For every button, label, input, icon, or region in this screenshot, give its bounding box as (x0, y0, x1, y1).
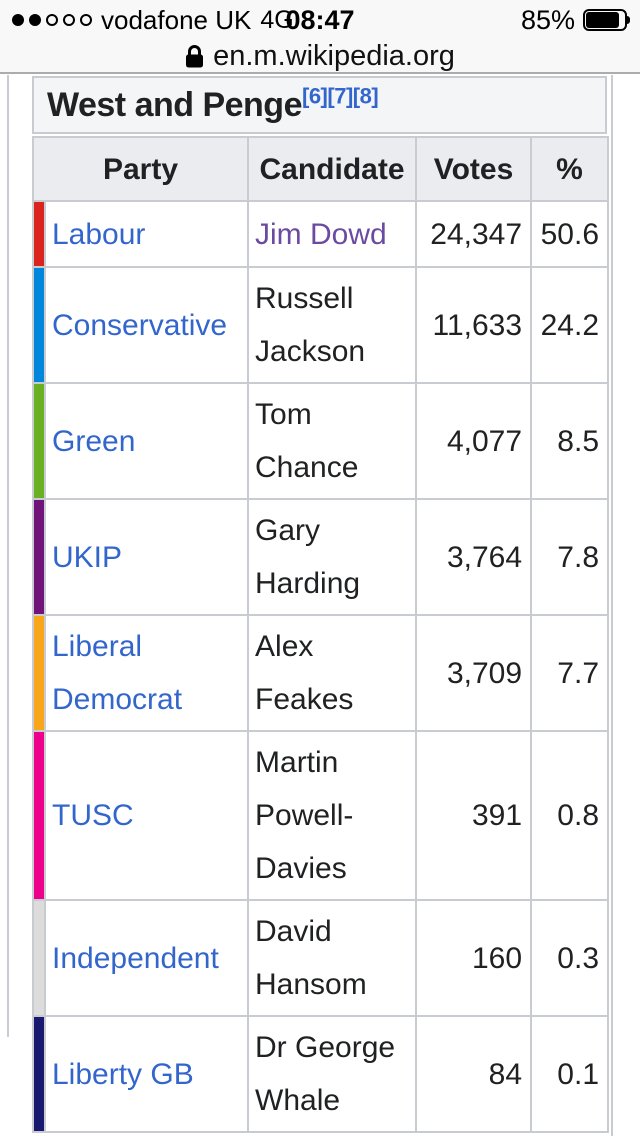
candidate-name: Martin Powell-Davies (247, 730, 418, 901)
pct-value: 0.8 (530, 730, 610, 901)
table-row: TUSC Martin Powell-Davies 391 0.8 (32, 730, 610, 901)
table-row: Independent David Hansom 160 0.3 (32, 899, 610, 1017)
pct-value: 50.6 (530, 200, 610, 268)
party-link[interactable]: Liberty GB (52, 1057, 194, 1091)
election-results-table: Party Candidate Votes % Labour Jim Dowd … (31, 136, 610, 1133)
party-color-stripe (32, 200, 46, 268)
signal-dot (63, 14, 75, 26)
header-party: Party (31, 136, 250, 202)
party-link[interactable]: UKIP (52, 540, 123, 574)
party-link[interactable]: Independent (52, 941, 219, 975)
clock-label: 08:47 (285, 4, 355, 35)
votes-value: 84 (415, 1015, 533, 1133)
party-color-stripe (32, 498, 46, 616)
reference-links: [6][7][8] (302, 83, 379, 109)
party-color-stripe (32, 266, 46, 384)
constituency-heading-box: West and Penge[6][7][8] (32, 76, 607, 134)
network-type-label: 4G (260, 5, 294, 34)
page-title: West and Penge[6][7][8] (47, 83, 379, 125)
table-row: Green Tom Chance 4,077 8.5 (32, 382, 610, 500)
battery-percent-label: 85% (520, 4, 575, 35)
header-votes: Votes (415, 136, 533, 202)
pct-value: 8.5 (530, 382, 610, 500)
signal-strength-icon (12, 14, 92, 26)
votes-value: 4,077 (415, 382, 533, 500)
candidate-name: Alex Feakes (247, 614, 418, 732)
votes-value: 160 (415, 899, 533, 1017)
constituency-name: West and Penge (47, 85, 303, 124)
pct-value: 7.7 (530, 614, 610, 732)
votes-value: 24,347 (415, 200, 533, 268)
header-candidate: Candidate (247, 136, 418, 202)
signal-dot (80, 14, 92, 26)
votes-value: 3,764 (415, 498, 533, 616)
candidate-name: David Hansom (247, 899, 418, 1017)
party-color-stripe (32, 382, 46, 500)
candidate-name: Gary Harding (247, 498, 418, 616)
pct-value: 0.1 (530, 1015, 610, 1133)
votes-value: 3,709 (415, 614, 533, 732)
table-row: UKIP Gary Harding 3,764 7.8 (32, 498, 610, 616)
url-bar[interactable]: en.m.wikipedia.org (0, 40, 640, 74)
battery-icon (583, 9, 630, 31)
table-row: Conservative Russell Jackson 11,633 24.2 (32, 266, 610, 384)
table-row: Liberty GB Dr George Whale 84 0.1 (32, 1015, 610, 1133)
outer-table-right-border (611, 75, 613, 1136)
party-color-stripe (32, 730, 46, 901)
candidate-name: Tom Chance (247, 382, 418, 500)
party-link[interactable]: Conservative (52, 308, 228, 342)
address-domain[interactable]: en.m.wikipedia.org (213, 39, 455, 72)
outer-table-left-border (7, 75, 9, 1037)
pct-value: 24.2 (530, 266, 610, 384)
ref-link-6[interactable]: [6] (302, 83, 328, 109)
carrier-label: vodafone UK (101, 4, 252, 35)
lock-icon (186, 45, 204, 68)
candidate-link[interactable]: Jim Dowd (255, 217, 387, 251)
table-row: Labour Jim Dowd 24,347 50.6 (32, 200, 610, 268)
table-row: Liberal Democrat Alex Feakes 3,709 7.7 (32, 614, 610, 732)
table-header-row: Party Candidate Votes % (31, 136, 610, 202)
pct-value: 0.3 (530, 899, 610, 1017)
party-color-stripe (32, 614, 46, 732)
party-color-stripe (32, 899, 46, 1017)
candidate-name: Russell Jackson (247, 266, 418, 384)
ref-link-8[interactable]: [8] (352, 83, 379, 109)
party-link[interactable]: Labour (52, 217, 146, 251)
signal-dot (12, 14, 24, 26)
votes-value: 391 (415, 730, 533, 901)
header-pct: % (530, 136, 610, 202)
candidate-name: Dr George Whale (247, 1015, 418, 1133)
ref-link-7[interactable]: [7] (327, 83, 353, 109)
party-link[interactable]: TUSC (52, 799, 134, 832)
signal-dot (46, 14, 58, 26)
status-bar: vodafone UK 4G 08:47 85% (0, 0, 640, 40)
party-link[interactable]: Green (52, 424, 136, 458)
pct-value: 7.8 (530, 498, 610, 616)
votes-value: 11,633 (415, 266, 533, 384)
party-link[interactable]: Liberal Democrat (52, 630, 183, 716)
signal-dot (29, 14, 41, 26)
party-color-stripe (32, 1015, 46, 1133)
